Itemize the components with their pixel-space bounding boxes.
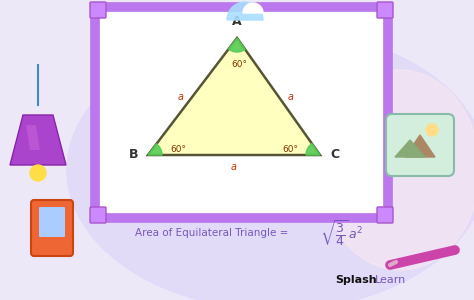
- Polygon shape: [227, 2, 263, 20]
- Text: C: C: [330, 148, 339, 161]
- Polygon shape: [148, 38, 320, 155]
- Text: a: a: [177, 92, 183, 101]
- FancyBboxPatch shape: [386, 114, 454, 176]
- Text: 60°: 60°: [282, 146, 298, 154]
- Text: a: a: [231, 162, 237, 172]
- FancyBboxPatch shape: [90, 2, 106, 18]
- Text: Splash: Splash: [335, 275, 377, 285]
- FancyBboxPatch shape: [377, 2, 393, 18]
- Polygon shape: [10, 115, 66, 165]
- Ellipse shape: [67, 30, 474, 300]
- Text: Area of Equilateral Triangle =: Area of Equilateral Triangle =: [135, 228, 292, 238]
- Text: a: a: [288, 92, 293, 101]
- Polygon shape: [405, 135, 435, 157]
- Text: Learn: Learn: [375, 275, 406, 285]
- Polygon shape: [395, 140, 425, 157]
- Text: A: A: [232, 15, 242, 28]
- Polygon shape: [306, 144, 320, 155]
- FancyBboxPatch shape: [377, 207, 393, 223]
- Polygon shape: [26, 125, 40, 150]
- Polygon shape: [243, 3, 263, 13]
- Text: 60°: 60°: [231, 60, 247, 69]
- FancyBboxPatch shape: [95, 7, 388, 218]
- Text: B: B: [128, 148, 138, 161]
- FancyBboxPatch shape: [31, 200, 73, 256]
- FancyBboxPatch shape: [39, 207, 65, 237]
- Polygon shape: [228, 38, 245, 52]
- Circle shape: [426, 124, 438, 136]
- FancyBboxPatch shape: [90, 207, 106, 223]
- Polygon shape: [148, 144, 162, 155]
- Circle shape: [30, 165, 46, 181]
- Text: 60°: 60°: [170, 146, 186, 154]
- Ellipse shape: [320, 70, 474, 270]
- Text: $\sqrt{\dfrac{3}{4}}\,a^2$: $\sqrt{\dfrac{3}{4}}\,a^2$: [320, 218, 363, 248]
